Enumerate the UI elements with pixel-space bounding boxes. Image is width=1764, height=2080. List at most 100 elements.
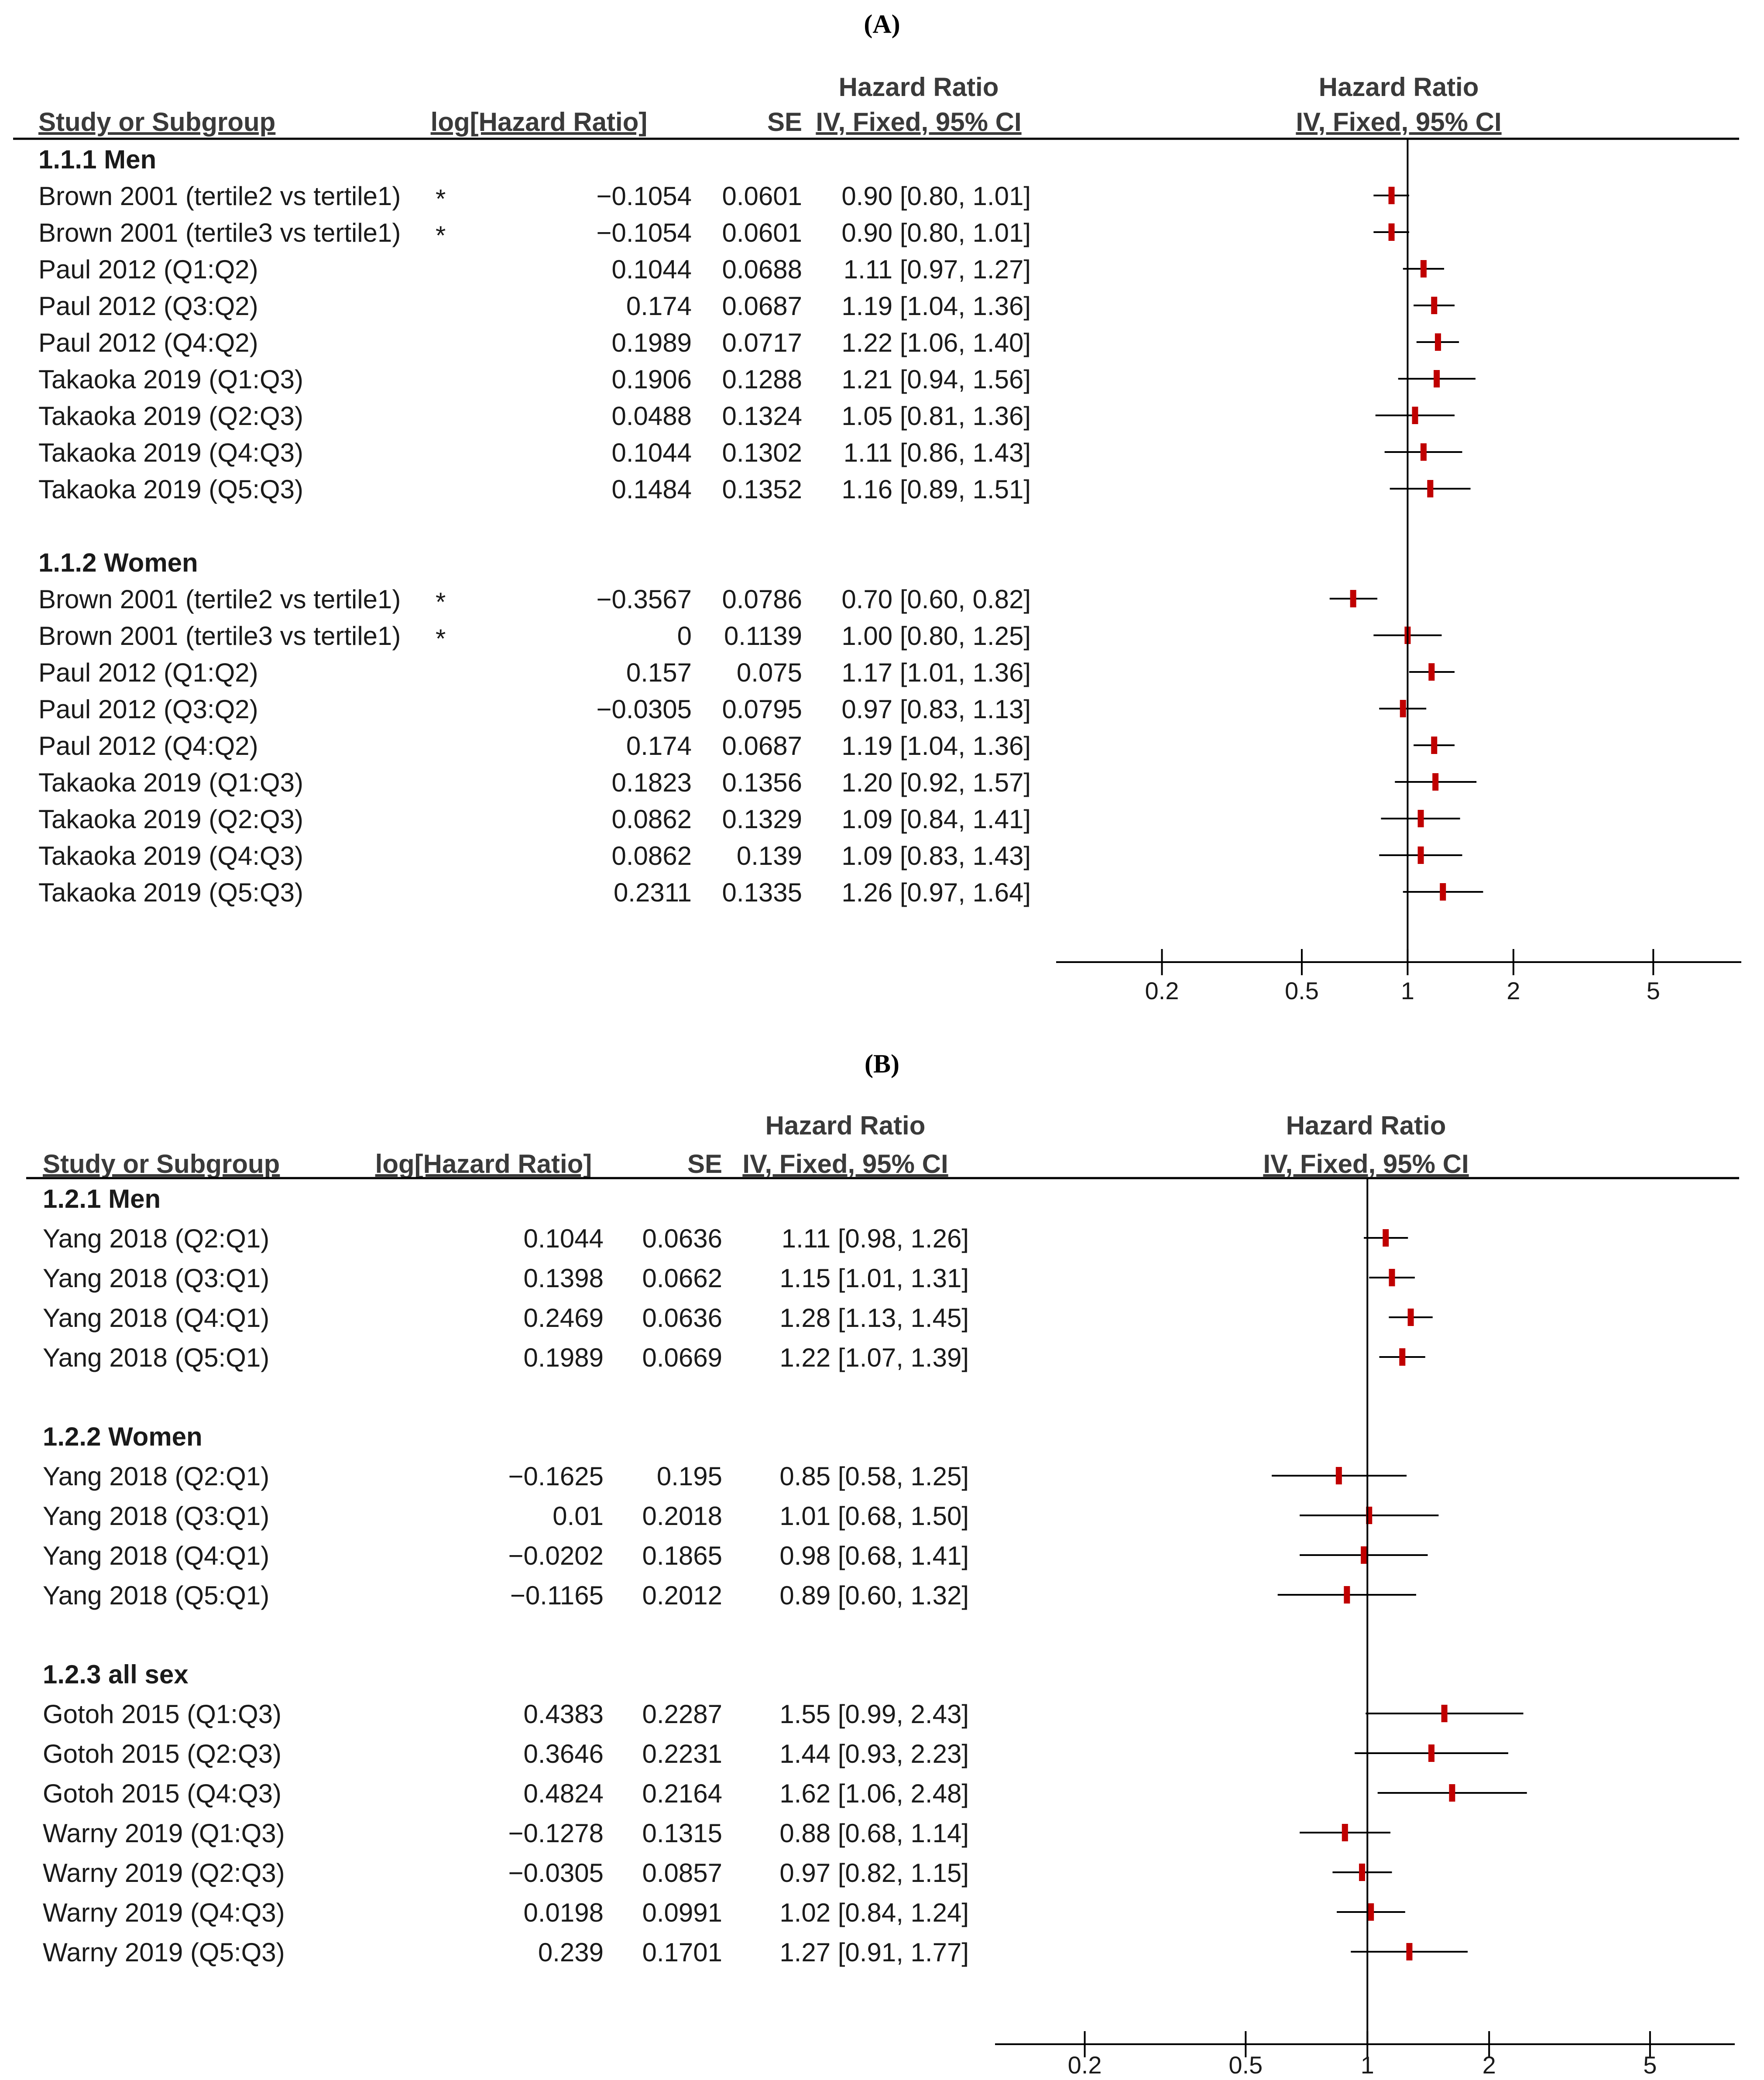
study-label: Paul 2012 (Q1:Q2) xyxy=(38,658,258,687)
point-estimate-marker xyxy=(1434,370,1440,387)
hr-ci-value: 0.90 [0.80, 1.01] xyxy=(841,218,1031,247)
se-value: 0.1302 xyxy=(722,438,802,467)
point-estimate-marker xyxy=(1389,1269,1395,1286)
study-label: Takaoka 2019 (Q5:Q3) xyxy=(38,475,303,504)
log-hr-value: 0.174 xyxy=(626,731,692,761)
header-hr-bottom: IV, Fixed, 95% CI xyxy=(742,1149,948,1179)
point-estimate-marker xyxy=(1388,187,1395,204)
log-hr-value: −0.0202 xyxy=(508,1541,604,1570)
subgroup-label: 1.1.2 Women xyxy=(38,548,198,577)
point-estimate-marker xyxy=(1431,297,1438,314)
se-value: 0.2012 xyxy=(642,1581,722,1610)
study-label: Yang 2018 (Q3:Q1) xyxy=(43,1264,269,1293)
hr-ci-value: 1.11 [0.86, 1.43] xyxy=(844,438,1031,467)
se-value: 0.0687 xyxy=(722,291,802,321)
point-estimate-marker xyxy=(1368,1903,1374,1921)
point-estimate-marker xyxy=(1383,1229,1389,1247)
se-value: 0.0601 xyxy=(722,182,802,211)
point-estimate-marker xyxy=(1342,1824,1348,1841)
point-estimate-marker xyxy=(1406,1943,1413,1960)
log-hr-value: −0.1625 xyxy=(508,1462,604,1491)
header-plot-bottom: IV, Fixed, 95% CI xyxy=(1263,1149,1469,1179)
hr-ci-value: 1.55 [0.99, 2.43] xyxy=(779,1700,969,1729)
table-row: Takaoka 2019 (Q1:Q3) 0.1906 0.1288 1.21 [0.… xyxy=(38,365,1476,394)
table-row: Yang 2018 (Q4:Q1) −0.0202 0.1865 0.98 [0.68… xyxy=(43,1541,1428,1570)
study-label: Brown 2001 (tertile2 vs tertile1) xyxy=(38,585,401,614)
study-label: Paul 2012 (Q4:Q2) xyxy=(38,328,258,357)
point-estimate-marker xyxy=(1420,443,1427,461)
se-value: 0.2287 xyxy=(642,1700,722,1729)
log-hr-value: 0.1484 xyxy=(611,475,692,504)
point-estimate-marker xyxy=(1412,407,1418,424)
study-label: Warny 2019 (Q2:Q3) xyxy=(43,1858,285,1888)
study-label: Warny 2019 (Q5:Q3) xyxy=(43,1938,285,1967)
log-hr-value: 0.1044 xyxy=(523,1224,604,1253)
table-row: Yang 2018 (Q2:Q1) 0.1044 0.0636 1.11 [0.98,… xyxy=(43,1224,1408,1253)
point-estimate-marker xyxy=(1428,663,1435,681)
log-hr-value: 0 xyxy=(677,621,692,651)
log-hr-value: 0.01 xyxy=(553,1501,604,1531)
se-value: 0.1356 xyxy=(722,768,802,797)
point-estimate-marker xyxy=(1427,480,1434,497)
hr-ci-value: 0.97 [0.83, 1.13] xyxy=(841,695,1031,724)
se-value: 0.139 xyxy=(737,841,802,870)
x-axis-tick-label: 0.5 xyxy=(1229,2051,1263,2078)
table-row: Gotoh 2015 (Q2:Q3) 0.3646 0.2231 1.44 [0.93… xyxy=(43,1739,1508,1768)
table-row: Paul 2012 (Q4:Q2) 0.174 0.0687 1.19 [1.04, … xyxy=(38,731,1455,761)
study-label: Gotoh 2015 (Q4:Q3) xyxy=(43,1779,281,1808)
se-value: 0.0636 xyxy=(642,1303,722,1333)
table-row: Takaoka 2019 (Q4:Q3) 0.0862 0.139 1.09 [0.8… xyxy=(38,841,1462,870)
log-hr-value: 0.1398 xyxy=(523,1264,604,1293)
table-row: Takaoka 2019 (Q5:Q3) 0.2311 0.1335 1.26 [0.… xyxy=(38,878,1483,907)
study-label: Warny 2019 (Q1:Q3) xyxy=(43,1819,285,1848)
se-value: 0.1335 xyxy=(722,878,802,907)
log-hr-value: 0.4383 xyxy=(523,1700,604,1729)
subgroup-label: 1.2.3 all sex xyxy=(43,1660,189,1689)
se-value: 0.0857 xyxy=(642,1858,722,1888)
point-estimate-marker xyxy=(1335,1467,1342,1484)
se-value: 0.0669 xyxy=(642,1343,722,1372)
log-hr-value: 0.2469 xyxy=(523,1303,604,1333)
se-value: 0.0662 xyxy=(642,1264,722,1293)
table-row: Paul 2012 (Q3:Q2) −0.0305 0.0795 0.97 [0.83… xyxy=(38,695,1427,724)
point-estimate-marker xyxy=(1400,700,1406,717)
se-value: 0.1315 xyxy=(642,1819,722,1848)
table-row: Warny 2019 (Q1:Q3) −0.1278 0.1315 0.88 [0.6… xyxy=(43,1819,1390,1848)
x-axis-tick-label: 2 xyxy=(1507,977,1520,1004)
hr-ci-value: 1.01 [0.68, 1.50] xyxy=(779,1501,969,1531)
se-value: 0.0991 xyxy=(642,1898,722,1927)
hr-ci-value: 0.89 [0.60, 1.32] xyxy=(779,1581,969,1610)
hr-ci-value: 0.98 [0.68, 1.41] xyxy=(779,1541,969,1570)
table-row: Yang 2018 (Q3:Q1) 0.01 0.2018 1.01 [0.68, 1… xyxy=(43,1501,1439,1531)
hr-ci-value: 1.09 [0.83, 1.43] xyxy=(841,841,1031,870)
log-hr-value: −0.1054 xyxy=(596,182,692,211)
log-hr-value: 0.1044 xyxy=(611,438,692,467)
header-plot-bottom: IV, Fixed, 95% CI xyxy=(1296,107,1501,137)
point-estimate-marker xyxy=(1350,590,1356,607)
se-value: 0.0601 xyxy=(722,218,802,247)
se-value: 0.1329 xyxy=(722,805,802,834)
log-hr-value: 0.0862 xyxy=(611,805,692,834)
x-axis-tick-label: 1 xyxy=(1361,2051,1374,2078)
table-row: Brown 2001 (tertile2 vs tertile1) * −0.356… xyxy=(38,585,1377,617)
point-estimate-marker xyxy=(1388,223,1395,241)
hr-ci-value: 1.62 [1.06, 2.48] xyxy=(779,1779,969,1808)
hr-ci-value: 1.21 [0.94, 1.56] xyxy=(841,365,1031,394)
se-value: 0.1701 xyxy=(642,1938,722,1967)
point-estimate-marker xyxy=(1407,1309,1414,1326)
x-axis-tick-label: 0.2 xyxy=(1145,977,1179,1004)
log-hr-value: 0.157 xyxy=(626,658,692,687)
subgroup-label: 1.2.2 Women xyxy=(43,1422,202,1451)
hr-ci-value: 1.44 [0.93, 2.23] xyxy=(779,1739,969,1768)
table-row: Yang 2018 (Q2:Q1) −0.1625 0.195 0.85 [0.58,… xyxy=(43,1462,1407,1491)
forest-panel-b: (B) Study or Subgroup log[Hazard Ratio] SE H… xyxy=(26,1049,1739,2079)
log-hr-value: −0.1278 xyxy=(508,1819,604,1848)
study-label: Takaoka 2019 (Q5:Q3) xyxy=(38,878,303,907)
table-row: Yang 2018 (Q5:Q1) 0.1989 0.0669 1.22 [1.07,… xyxy=(43,1343,1425,1372)
hr-ci-value: 1.16 [0.89, 1.51] xyxy=(841,475,1031,504)
header-log-hr: log[Hazard Ratio] xyxy=(375,1149,592,1179)
x-axis-tick-label: 2 xyxy=(1483,2051,1496,2078)
log-hr-value: 0.1044 xyxy=(611,255,692,284)
se-value: 0.2231 xyxy=(642,1739,722,1768)
log-hr-value: −0.1054 xyxy=(596,218,692,247)
